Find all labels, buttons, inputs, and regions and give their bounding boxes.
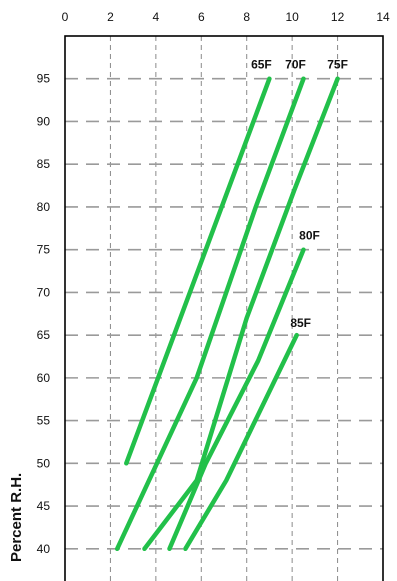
y-tick-label: 60 [37,371,51,385]
x-tick-label: 2 [107,10,114,24]
x-tick-label: 4 [153,10,160,24]
y-tick-label: 45 [37,499,51,513]
y-tick-label: 40 [37,542,51,556]
y-tick-label: 50 [37,456,51,470]
series-line-75f [142,76,340,552]
series-line-70f [114,76,306,552]
x-tick-label: 0 [62,10,69,24]
y-tick-label: 80 [37,200,51,214]
series-lines [114,76,340,552]
x-tick-label: 6 [198,10,205,24]
y-tick-label: 75 [37,243,51,257]
x-tick-label: 8 [243,10,250,24]
series-line-65f [124,76,272,466]
y-tick-label: 85 [37,157,51,171]
series-label-85f: 85F [290,316,311,330]
x-tick-label: 14 [376,10,390,24]
series-line-85f [183,332,299,552]
plot-frame [64,35,384,581]
series-line-80f [167,247,306,552]
x-tick-label: 10 [285,10,299,24]
y-tick-label: 55 [37,414,51,428]
y-tick-label: 90 [37,114,51,128]
y-axis-title: Percent R.H. [8,473,25,562]
series-label-70f: 70F [285,58,306,72]
axis-ticks: 0 2 4 6 8 10 12 14 40 45 50 55 60 65 70 75 80 85 90 95 [37,10,390,556]
y-tick-label: 65 [37,328,51,342]
y-tick-label: 70 [37,285,51,299]
series-label-80f: 80F [299,229,320,243]
series-labels: 65F 70F 75F 80F 85F [251,58,348,330]
series-label-75f: 75F [327,58,348,72]
grid [65,36,383,581]
series-label-65f: 65F [251,58,272,72]
x-tick-label: 12 [331,10,345,24]
y-tick-label: 95 [37,72,51,86]
